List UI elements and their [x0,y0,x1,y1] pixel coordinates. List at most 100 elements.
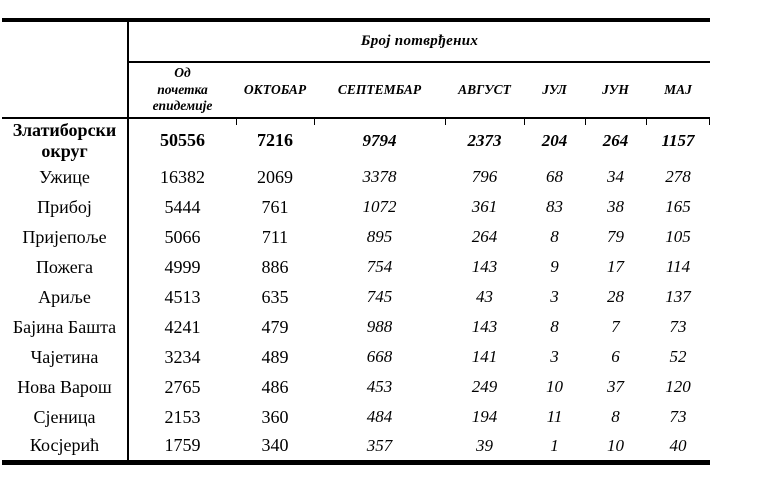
cell-value: 34 [607,167,624,186]
cell-value: 73 [669,407,687,426]
cell-value: 3 [550,287,559,306]
cell-value: 988 [366,317,393,336]
cell-value: 10 [607,435,624,455]
cell-value: 114 [665,257,691,276]
cell-value: 8 [550,317,559,336]
cell-value: 17 [607,257,624,276]
cell-value: 5066 [164,226,201,247]
table-body: Златиборски округ 50556 7216 9794 2373 204 264… [2,118,711,462]
table-row-3: Пријепоље 5066 711 895 264 8 79 105 [2,222,710,252]
cell-value: 120 [665,377,691,396]
cell-value: 204 [524,118,585,162]
table-row-4: Пожега 4999 886 754 143 9 17 114 [2,252,710,282]
cell-value: 479 [261,316,289,337]
cell-value: 895 [366,227,393,246]
cell-value: 38 [607,197,624,216]
cell-value: 165 [665,197,691,216]
cell-value: 264 [471,227,498,246]
cell-value: 11 [546,407,563,426]
cell-value: 143 [471,317,498,336]
cell-value: 745 [366,287,393,306]
cell-value: 2069 [257,166,293,187]
row-label: Бајина Башта [2,312,129,342]
table-row-7: Чајетина 3234 489 668 141 3 6 52 [2,342,710,372]
cell-value: 2765 [164,376,201,397]
table-row-0: Златиборски округ 50556 7216 9794 2373 204 264… [2,118,711,162]
row-label: Нова Варош [2,372,129,402]
column-header-3: АВГУСТ [445,62,524,119]
cell-value: 8 [611,407,620,426]
column-header-6: МАЈ [646,62,711,119]
cell-value: 16382 [160,166,205,187]
table-row-10: Косјерић 1759 340 357 39 1 10 40 [2,432,710,462]
row-label: Сјеница [2,402,129,432]
cell-value: 105 [665,227,691,246]
cell-value: 143 [471,257,498,276]
group-header-label: Број потврђених [128,20,711,63]
row-label: Чајетина [2,342,129,372]
cell-value: 3234 [164,346,201,367]
cell-value: 9 [550,257,559,276]
cell-value: 249 [471,377,498,396]
cell-value: 7 [611,317,620,336]
corner-empty-cell [2,20,129,119]
cell-value: 194 [471,407,498,426]
cell-value: 9794 [314,118,445,162]
row-label: Пријепоље [2,222,129,252]
column-header-4: ЈУЛ [524,62,585,119]
cell-value: 360 [261,406,289,427]
table-row-5: Ариље 4513 635 745 43 3 28 137 [2,282,710,312]
table-row-9: Сјеница 2153 360 484 194 11 8 73 [2,402,710,432]
table-row-6: Бајина Башта 4241 479 988 143 8 7 73 [2,312,710,342]
cell-value: 37 [607,377,624,396]
table-row-8: Нова Варош 2765 486 453 249 10 37 120 [2,372,710,402]
cell-value: 278 [665,167,691,186]
column-header-5: ЈУН [585,62,646,119]
cell-value: 5444 [164,196,201,217]
cell-value: 39 [476,435,493,455]
cell-value: 3 [550,347,559,366]
cell-value: 4999 [164,256,201,277]
cell-value: 40 [669,435,687,455]
cell-value: 484 [366,407,393,426]
group-header-row: Број потврђених [2,20,711,119]
cell-value: 137 [665,287,691,306]
cell-value: 79 [607,227,624,246]
column-header-0: Од почетка епидемије [128,62,236,119]
row-label: Косјерић [2,432,129,462]
cell-value: 761 [261,196,289,217]
cell-value: 1072 [362,197,397,216]
cell-value: 361 [471,197,498,216]
cell-value: 635 [261,286,289,307]
column-headers-row: Од почетка епидемије ОКТОБАР СЕПТЕМБАР АВГУ… [2,62,711,119]
cell-value: 357 [366,435,393,455]
cell-value: 7216 [236,118,314,162]
cell-value: 3378 [362,167,397,186]
table-row-2: Прибој 5444 761 1072 361 83 38 165 [2,192,710,222]
cell-value: 50556 [160,130,205,150]
cell-value: 754 [366,257,393,276]
cell-value: 28 [607,287,624,306]
cell-value: 6 [611,347,620,366]
row-label: Прибој [2,192,129,222]
cell-value: 264 [585,118,646,162]
cell-value: 43 [476,287,493,306]
cell-value: 4513 [164,286,201,307]
cell-value: 340 [261,435,289,456]
cell-value: 796 [471,167,498,186]
cell-value: 68 [546,167,563,186]
cell-value: 668 [366,347,393,366]
cell-value: 1 [550,435,559,455]
cell-value: 73 [669,317,687,336]
row-label: Златиборски округ [2,118,129,162]
cell-value: 8 [550,227,559,246]
cell-value: 886 [261,256,289,277]
table-header: Број потврђених Од почетка епидемије ОКТО… [2,20,711,119]
cell-value: 4241 [164,316,201,337]
column-header-2: СЕПТЕМБАР [314,62,445,119]
cell-value: 83 [546,197,563,216]
table-row-1: Ужице 16382 2069 3378 796 68 34 278 [2,162,710,192]
cell-value: 1157 [646,118,711,162]
cell-value: 10 [546,377,563,396]
